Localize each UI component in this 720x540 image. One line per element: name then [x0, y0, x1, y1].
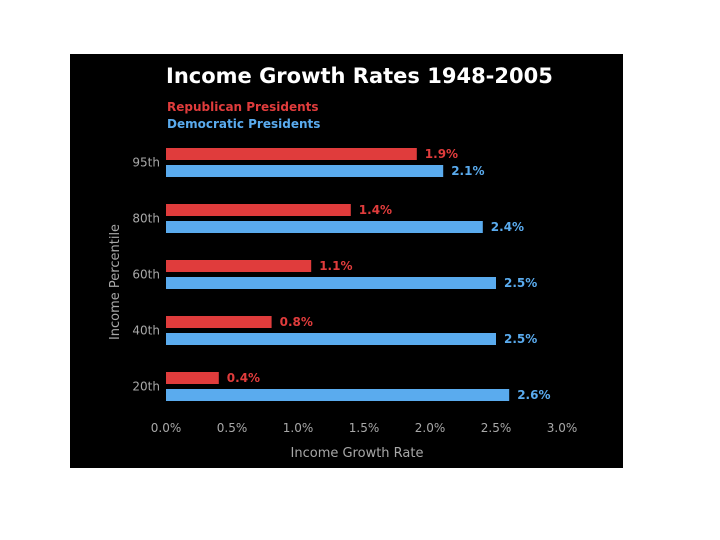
bar-republican — [166, 204, 351, 216]
bar-republican — [166, 372, 219, 384]
bar-democratic — [166, 333, 496, 345]
data-label-democratic: 2.6% — [517, 388, 550, 402]
bar-democratic — [166, 389, 510, 401]
x-tick-label: 2.0% — [415, 421, 446, 435]
x-tick-label: 1.5% — [349, 421, 380, 435]
x-tick-label: 0.5% — [217, 421, 248, 435]
data-label-republican: 0.8% — [280, 315, 313, 329]
bar-democratic — [166, 277, 496, 289]
bar-chart: Income Growth Rates 1948-2005 Republican… — [108, 64, 578, 461]
data-label-democratic: 2.1% — [451, 164, 484, 178]
data-label-democratic: 2.5% — [504, 276, 537, 290]
x-tick-label: 3.0% — [547, 421, 578, 435]
bar-democratic — [166, 221, 483, 233]
bar-democratic — [166, 165, 444, 177]
bar-republican — [166, 316, 272, 328]
y-tick-label: 60th — [132, 268, 160, 282]
x-tick-label: 1.0% — [283, 421, 314, 435]
bars-layer: 95th 1.9% 2.1% 80th 1.4% 2.4% 60th 1.1% 2.5% 40th… — [132, 147, 550, 402]
x-tick-label: 0.0% — [151, 421, 182, 435]
y-tick-label: 80th — [132, 212, 160, 226]
data-label-republican: 1.9% — [425, 147, 458, 161]
data-label-democratic: 2.4% — [491, 220, 524, 234]
bar-republican — [166, 260, 312, 272]
data-label-republican: 1.4% — [359, 203, 392, 217]
y-tick-label: 40th — [132, 324, 160, 338]
y-tick-label: 20th — [132, 380, 160, 394]
bar-republican — [166, 148, 417, 160]
y-tick-label: 95th — [132, 156, 160, 170]
data-label-republican: 0.4% — [227, 371, 260, 385]
x-tick-label: 2.5% — [481, 421, 512, 435]
legend-republican: Republican Presidents — [167, 100, 319, 114]
y-axis-label: Income Percentile — [108, 224, 123, 340]
x-ticks: 0.0% 0.5% 1.0% 1.5% 2.0% 2.5% 3.0% — [151, 421, 578, 435]
legend-democratic: Democratic Presidents — [167, 117, 320, 131]
data-label-republican: 1.1% — [319, 259, 352, 273]
chart-title: Income Growth Rates 1948-2005 — [166, 64, 553, 88]
data-label-democratic: 2.5% — [504, 332, 537, 346]
x-axis-label: Income Growth Rate — [291, 446, 424, 461]
chart-panel: Income Growth Rates 1948-2005 Republican… — [70, 54, 623, 468]
